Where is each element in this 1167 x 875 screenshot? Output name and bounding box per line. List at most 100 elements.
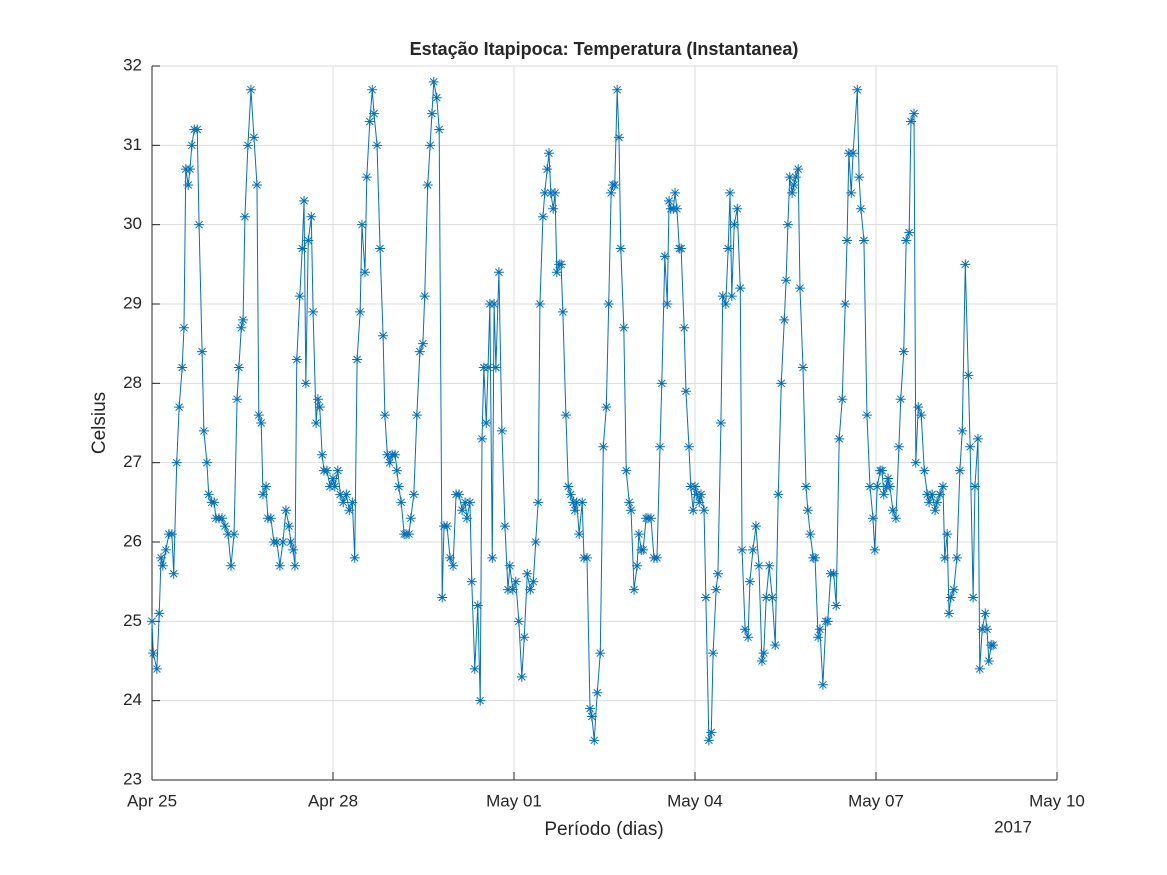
data-marker bbox=[461, 513, 472, 524]
data-marker bbox=[499, 521, 510, 532]
data-marker bbox=[939, 552, 950, 563]
data-marker bbox=[909, 108, 920, 119]
data-marker bbox=[251, 180, 262, 190]
data-marker bbox=[963, 370, 974, 381]
data-marker bbox=[801, 481, 812, 492]
data-marker bbox=[703, 735, 714, 746]
data-marker bbox=[662, 299, 673, 309]
data-marker bbox=[858, 235, 869, 246]
data-marker bbox=[659, 251, 670, 262]
data-marker bbox=[793, 164, 804, 175]
data-marker bbox=[265, 513, 276, 524]
y-tick-label: 29 bbox=[123, 293, 142, 312]
data-marker bbox=[861, 410, 872, 421]
data-marker bbox=[283, 521, 294, 532]
data-marker bbox=[329, 481, 340, 492]
data-marker bbox=[464, 497, 475, 508]
data-marker bbox=[372, 140, 383, 151]
data-marker bbox=[168, 568, 179, 579]
data-marker bbox=[335, 489, 346, 500]
data-marker bbox=[831, 600, 842, 611]
data-marker bbox=[794, 283, 805, 294]
data-marker bbox=[487, 552, 498, 563]
data-marker bbox=[147, 616, 157, 627]
data-marker bbox=[592, 687, 603, 698]
data-marker bbox=[245, 84, 256, 95]
data-marker bbox=[347, 497, 358, 508]
data-marker bbox=[764, 560, 775, 571]
data-marker bbox=[308, 306, 319, 317]
data-marker bbox=[571, 497, 582, 508]
data-marker bbox=[680, 386, 691, 397]
data-marker bbox=[618, 322, 629, 333]
data-marker bbox=[274, 560, 285, 571]
data-marker bbox=[781, 275, 792, 286]
data-marker bbox=[177, 362, 188, 373]
data-marker bbox=[931, 497, 942, 508]
data-marker bbox=[846, 187, 857, 198]
data-marker bbox=[577, 497, 588, 508]
data-marker bbox=[522, 568, 533, 579]
data-marker bbox=[784, 172, 795, 183]
data-marker bbox=[585, 703, 596, 714]
data-marker bbox=[201, 457, 212, 468]
data-marker bbox=[696, 489, 707, 500]
data-marker bbox=[197, 346, 208, 357]
data-marker bbox=[717, 291, 728, 302]
data-marker bbox=[551, 267, 562, 278]
data-marker bbox=[338, 497, 349, 508]
y-tick-label: 27 bbox=[123, 452, 142, 471]
data-marker bbox=[904, 227, 915, 238]
data-marker bbox=[306, 211, 317, 222]
data-marker bbox=[676, 243, 687, 254]
data-marker bbox=[898, 346, 909, 357]
data-marker bbox=[328, 473, 338, 484]
data-marker bbox=[542, 164, 553, 175]
data-marker bbox=[489, 299, 500, 309]
data-marker bbox=[261, 481, 272, 492]
data-marker bbox=[817, 679, 828, 690]
data-marker bbox=[723, 243, 734, 254]
data-marker bbox=[178, 322, 189, 333]
data-marker bbox=[924, 497, 935, 508]
data-marker bbox=[294, 291, 305, 302]
data-marker bbox=[537, 211, 548, 222]
data-marker bbox=[968, 592, 979, 603]
data-marker bbox=[612, 84, 623, 95]
data-marker bbox=[379, 410, 390, 421]
data-marker bbox=[877, 465, 888, 476]
data-marker bbox=[299, 195, 310, 206]
data-marker bbox=[626, 505, 637, 516]
data-marker bbox=[280, 505, 291, 516]
data-marker bbox=[878, 489, 889, 500]
data-marker bbox=[869, 544, 880, 555]
y-tick-label: 24 bbox=[123, 690, 142, 709]
data-marker bbox=[242, 140, 253, 151]
data-marker bbox=[822, 616, 833, 627]
data-marker bbox=[525, 584, 536, 595]
data-marker bbox=[699, 505, 710, 516]
data-marker bbox=[890, 513, 901, 524]
data-marker bbox=[303, 235, 314, 246]
data-marker bbox=[782, 219, 793, 230]
data-marker bbox=[606, 187, 617, 198]
data-marker bbox=[419, 291, 430, 302]
data-marker bbox=[378, 330, 389, 341]
x-tick-label: May 04 bbox=[667, 791, 723, 810]
data-marker bbox=[802, 505, 813, 516]
data-marker bbox=[954, 465, 965, 476]
data-marker bbox=[797, 362, 808, 373]
data-marker bbox=[291, 354, 302, 365]
data-marker bbox=[788, 180, 799, 190]
y-tick-label: 23 bbox=[123, 769, 142, 788]
data-marker bbox=[712, 568, 723, 579]
data-marker bbox=[483, 362, 494, 373]
y-axis-label: Celsius bbox=[89, 392, 110, 454]
data-marker bbox=[980, 608, 991, 619]
data-marker bbox=[930, 505, 941, 516]
data-marker bbox=[289, 560, 300, 571]
data-marker bbox=[528, 576, 539, 587]
data-marker bbox=[209, 497, 220, 508]
data-marker bbox=[834, 433, 845, 444]
